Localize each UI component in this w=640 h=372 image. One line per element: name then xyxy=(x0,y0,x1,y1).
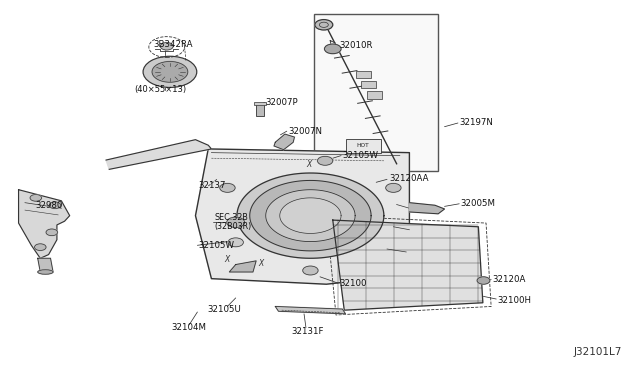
Text: 32105W: 32105W xyxy=(198,241,235,250)
Text: X: X xyxy=(259,259,264,268)
Polygon shape xyxy=(250,180,371,251)
Polygon shape xyxy=(333,220,483,310)
Circle shape xyxy=(477,277,490,284)
Text: 32104M: 32104M xyxy=(172,323,207,332)
Text: 32100: 32100 xyxy=(339,279,367,288)
Circle shape xyxy=(227,217,244,228)
Text: 32131F: 32131F xyxy=(291,327,323,336)
Text: J32101L7: J32101L7 xyxy=(573,347,622,357)
Circle shape xyxy=(303,266,318,275)
Text: X: X xyxy=(306,160,311,169)
Text: 32005M: 32005M xyxy=(461,199,495,208)
Text: 32105U: 32105U xyxy=(207,305,241,314)
Text: 32100H: 32100H xyxy=(497,296,532,305)
Text: 32120A: 32120A xyxy=(492,275,526,284)
Text: SEC.32B: SEC.32B xyxy=(214,213,248,222)
Polygon shape xyxy=(410,203,445,214)
Bar xyxy=(256,104,264,116)
Ellipse shape xyxy=(38,270,53,274)
Text: 32007N: 32007N xyxy=(288,126,322,136)
Polygon shape xyxy=(229,261,256,272)
Polygon shape xyxy=(275,307,346,314)
Polygon shape xyxy=(38,258,53,272)
Text: 32980: 32980 xyxy=(35,201,62,210)
Polygon shape xyxy=(106,140,211,169)
Text: 32007P: 32007P xyxy=(266,98,298,107)
Polygon shape xyxy=(274,134,294,150)
Text: X: X xyxy=(225,255,230,264)
Text: 32137: 32137 xyxy=(198,181,226,190)
Text: (40×55×13): (40×55×13) xyxy=(134,85,186,94)
Polygon shape xyxy=(237,173,384,258)
Circle shape xyxy=(324,44,341,54)
Polygon shape xyxy=(266,190,355,241)
Polygon shape xyxy=(19,190,70,258)
Text: 32010R: 32010R xyxy=(339,41,372,51)
Bar xyxy=(346,138,381,153)
Bar xyxy=(254,102,266,105)
Circle shape xyxy=(152,61,188,82)
Text: 32197N: 32197N xyxy=(460,119,493,128)
Bar xyxy=(367,92,382,99)
Circle shape xyxy=(35,244,46,250)
Text: 32120AA: 32120AA xyxy=(389,174,428,183)
Text: 3B342RA: 3B342RA xyxy=(154,40,193,49)
Circle shape xyxy=(315,20,333,30)
Circle shape xyxy=(30,195,42,201)
Text: 32105W: 32105W xyxy=(342,151,378,160)
Circle shape xyxy=(386,183,401,192)
Circle shape xyxy=(317,156,333,165)
Circle shape xyxy=(143,56,196,87)
Polygon shape xyxy=(280,198,341,234)
Circle shape xyxy=(220,183,235,192)
Circle shape xyxy=(49,202,61,209)
Bar xyxy=(314,14,438,171)
Bar xyxy=(356,71,371,78)
Circle shape xyxy=(161,42,173,50)
Polygon shape xyxy=(195,149,410,284)
Text: HOT: HOT xyxy=(356,143,369,148)
Text: (32B03R): (32B03R) xyxy=(214,222,252,231)
Circle shape xyxy=(228,238,243,247)
Circle shape xyxy=(46,229,58,235)
Bar xyxy=(361,80,376,88)
